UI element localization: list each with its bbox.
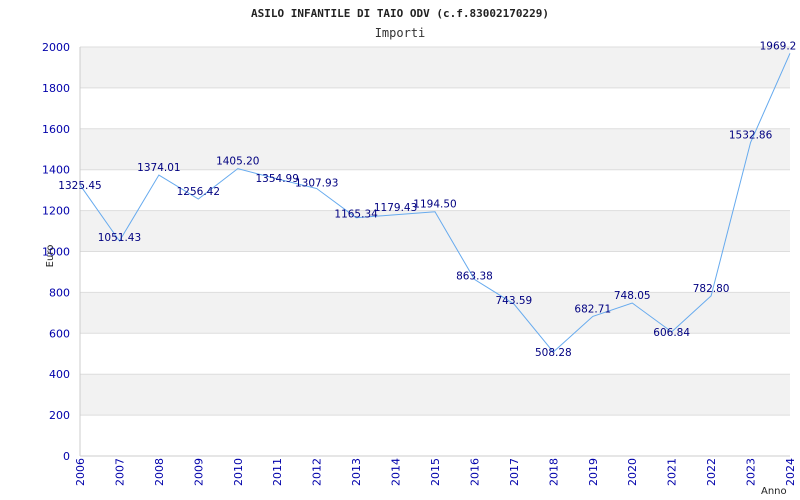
x-tick-label: 2010	[232, 458, 245, 486]
series-line	[79, 53, 791, 353]
x-tick-label: 2019	[587, 458, 600, 486]
data-label: 782.80	[693, 283, 730, 295]
x-tick-label: 2020	[626, 458, 639, 486]
x-tick-label: 2009	[192, 458, 205, 486]
data-label: 1256.42	[177, 186, 220, 198]
y-tick-label: 200	[49, 409, 70, 422]
x-tick-label: 2018	[547, 458, 560, 486]
x-tick-label: 2024	[784, 458, 797, 486]
data-label: 1307.93	[295, 178, 338, 190]
data-labels: 1325.45 1051.43 1374.01 1256.42 1405.20 1354.…	[58, 40, 796, 359]
x-tick-label: 2014	[390, 458, 403, 486]
data-label: 1325.45	[58, 180, 101, 192]
x-tick-label: 2021	[666, 458, 679, 486]
x-tick-label: 2023	[745, 458, 758, 486]
y-tick-label: 1600	[42, 123, 70, 136]
plot-band	[80, 128, 790, 170]
x-tick-label: 2013	[350, 458, 363, 486]
plot-band	[80, 210, 790, 252]
x-tick-label: 2017	[508, 458, 521, 486]
gridlines	[80, 46, 790, 457]
data-label: 863.38	[456, 270, 493, 282]
x-tick-labels: 2006 2007 2008 2009 2010 2011 2012 2013 2014 2015…	[74, 458, 797, 486]
data-label: 1374.01	[137, 162, 180, 174]
plot-background-bands	[80, 47, 790, 416]
x-tick-label: 2008	[153, 458, 166, 486]
x-tick-label: 2012	[311, 458, 324, 486]
data-label: 748.05	[614, 290, 651, 302]
y-tick-label: 1800	[42, 82, 70, 95]
plot-band	[80, 374, 790, 416]
data-label: 682.71	[574, 303, 611, 315]
y-tick-label: 1200	[42, 205, 70, 218]
data-label: 1405.20	[216, 156, 259, 168]
plot-band	[80, 292, 790, 334]
x-tick-label: 2011	[271, 458, 284, 486]
data-label: 1969.2	[760, 40, 797, 52]
y-tick-label: 2000	[42, 41, 70, 54]
x-axis-label: Anno	[761, 486, 787, 497]
y-tick-label: 400	[49, 368, 70, 381]
x-tick-label: 2022	[705, 458, 718, 486]
y-tick-label: 0	[63, 450, 70, 463]
y-axis-label: Euro	[45, 245, 56, 268]
plot-band	[80, 47, 790, 88]
y-tick-label: 1000	[42, 246, 70, 259]
x-tick-label: 2007	[113, 458, 126, 486]
y-tick-label: 1400	[42, 164, 70, 177]
x-tick-label: 2015	[429, 458, 442, 486]
data-label: 1165.34	[334, 209, 378, 221]
data-label: 1051.43	[98, 232, 141, 244]
data-label: 1179.43	[374, 202, 417, 214]
data-label: 743.59	[496, 295, 533, 307]
data-label: 1532.86	[729, 130, 773, 142]
data-label: 1194.50	[413, 199, 456, 211]
x-tick-label: 2016	[468, 458, 481, 486]
data-label: 1354.99	[256, 173, 299, 185]
chart-subtitle: Importi	[375, 26, 426, 40]
data-label: 606.84	[653, 327, 690, 339]
y-tick-labels: 0 200 400 600 800 1000 1200 1400 1600 1800 2000	[42, 41, 70, 463]
y-tick-label: 600	[49, 327, 70, 340]
chart-title: ASILO INFANTILE DI TAIO ODV (c.f.8300217…	[251, 7, 549, 20]
x-tick-label: 2006	[74, 458, 87, 486]
y-tick-label: 800	[49, 286, 70, 299]
data-label: 508.28	[535, 347, 572, 359]
